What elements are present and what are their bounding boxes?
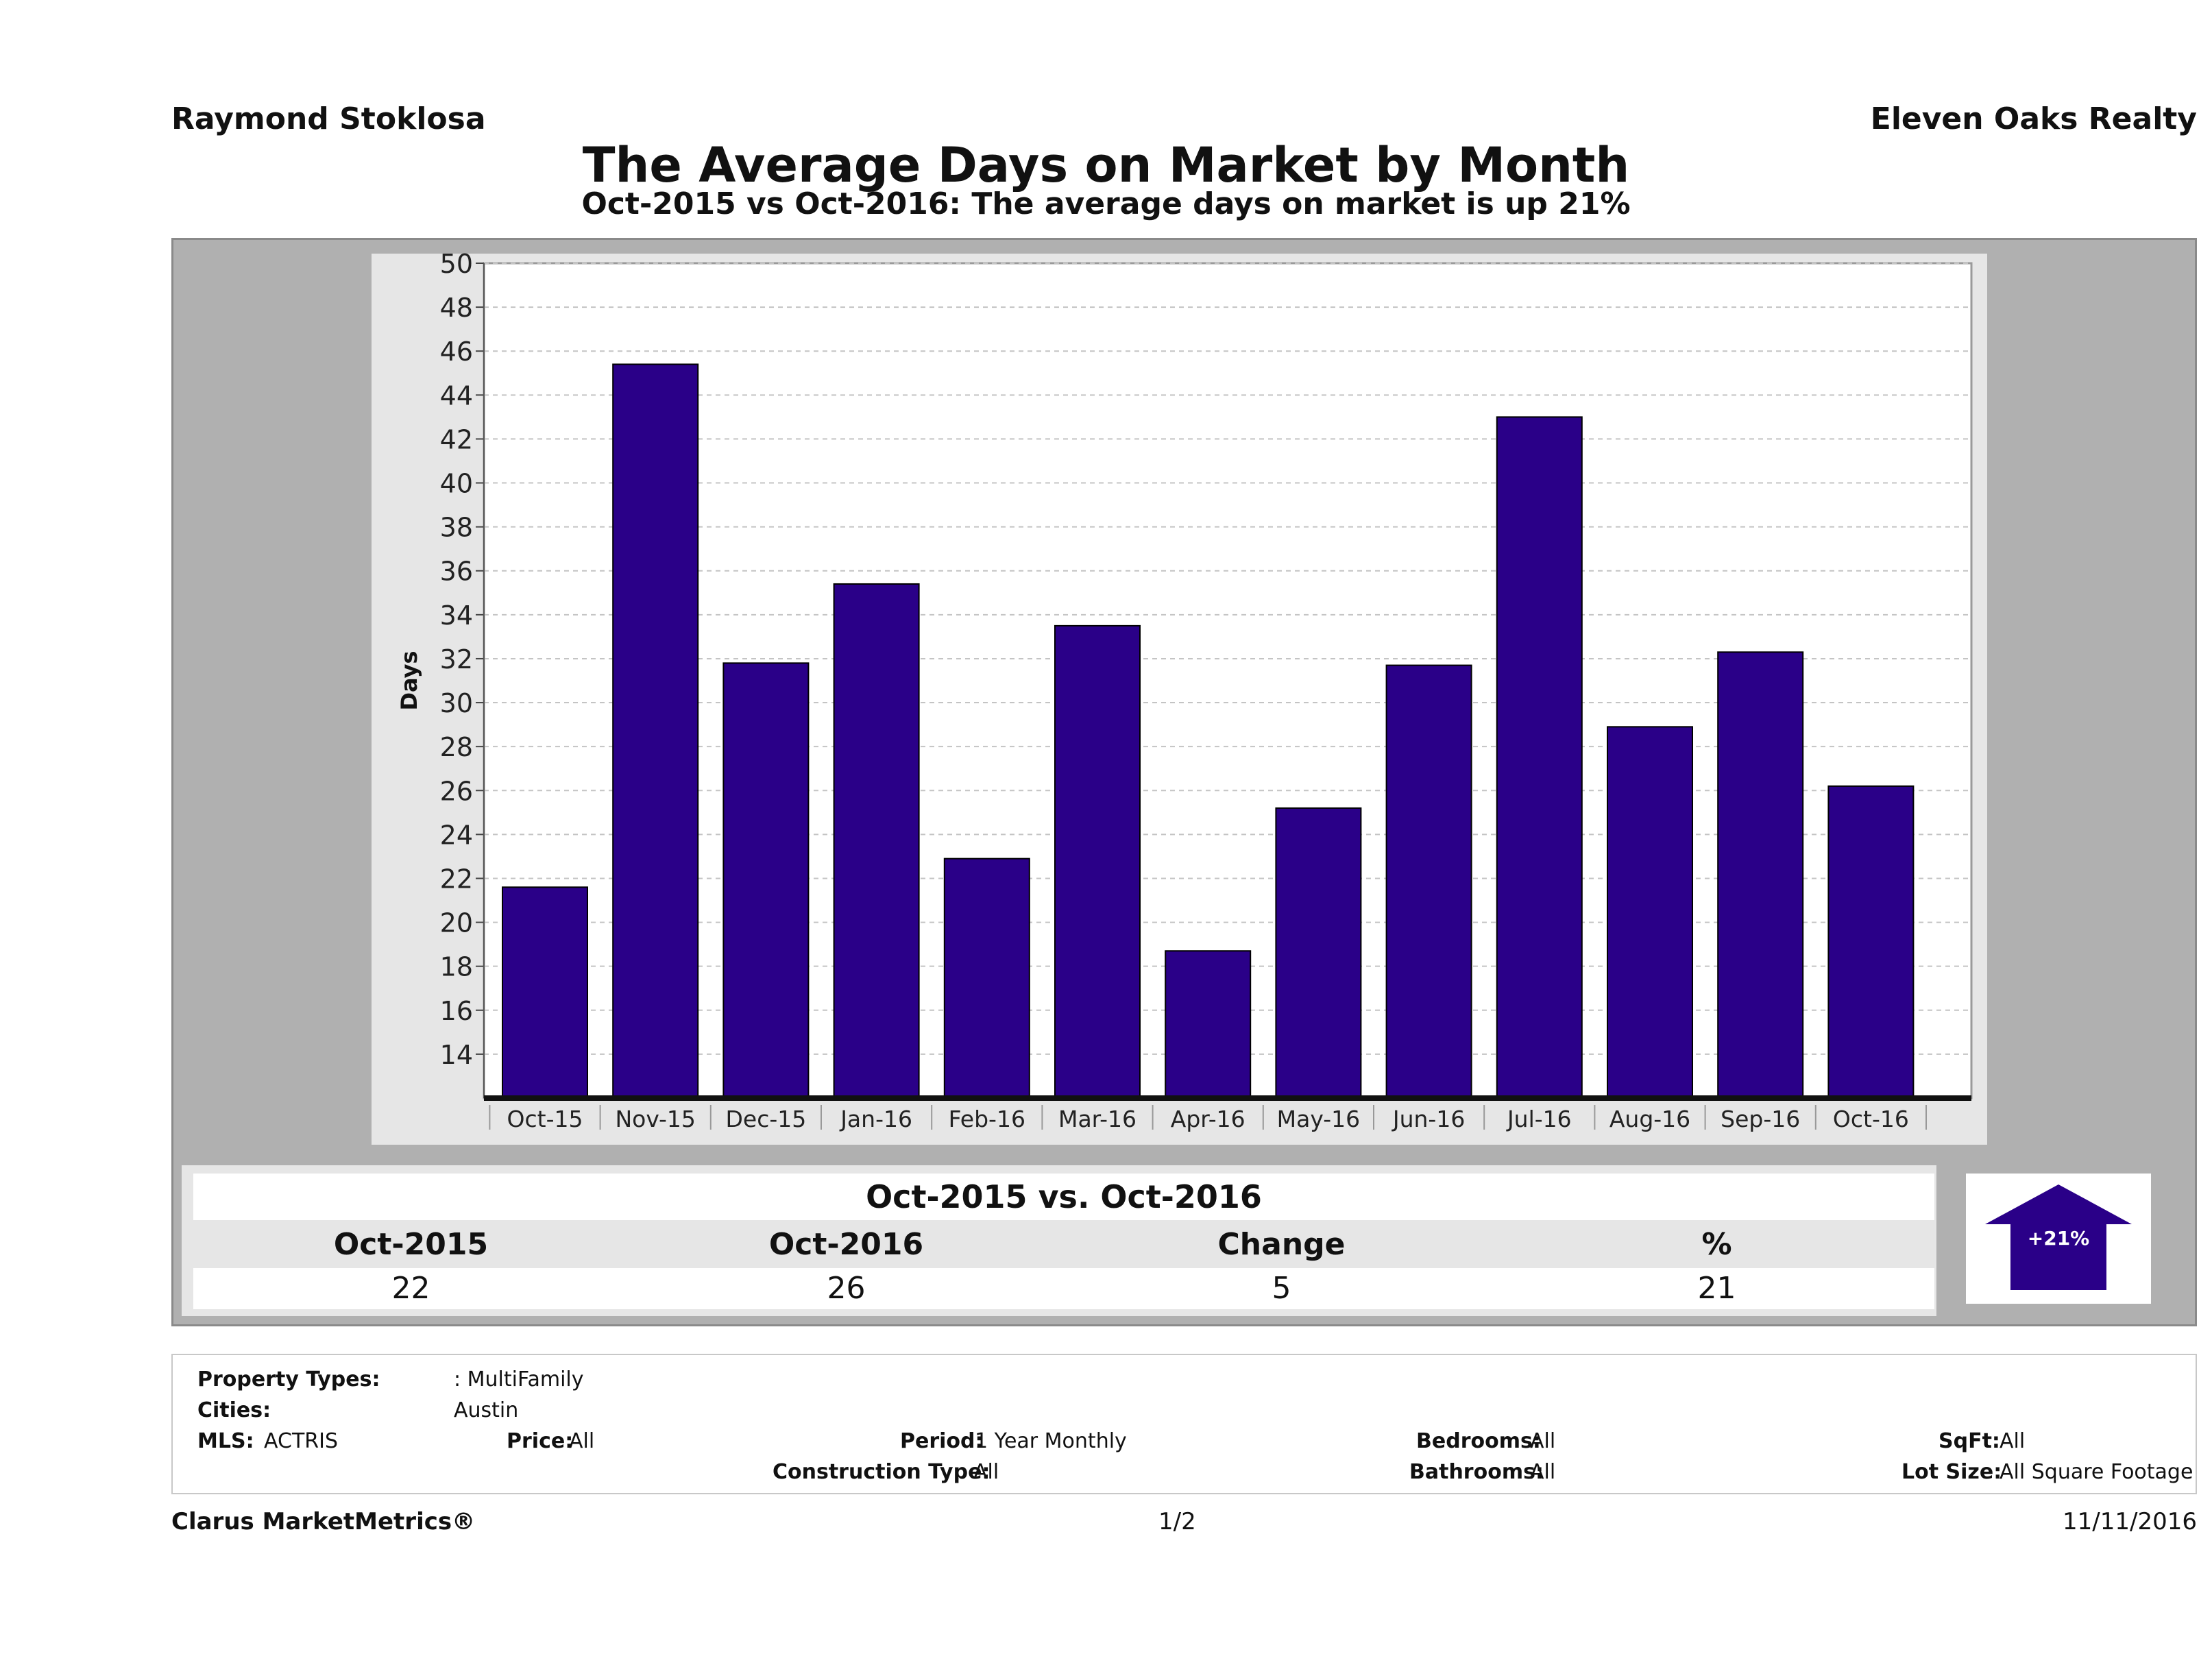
filter-value: All xyxy=(973,1460,999,1484)
bar xyxy=(1717,651,1804,1099)
bar xyxy=(833,583,920,1099)
comparison-value: 5 xyxy=(1272,1271,1291,1306)
filter-value: All xyxy=(1530,1460,1556,1484)
x-tick-label: Feb-16 xyxy=(949,1106,1025,1132)
filter-value: Austin xyxy=(454,1398,519,1422)
x-tick-label: Nov-15 xyxy=(615,1106,695,1132)
bar xyxy=(1607,726,1693,1099)
footer-brand: Clarus MarketMetrics® xyxy=(171,1508,476,1535)
comparison-header: % xyxy=(1701,1227,1732,1262)
filter-label: Bathrooms: xyxy=(1409,1460,1544,1484)
y-tick-label: 28 xyxy=(440,732,473,762)
y-tick-label: 38 xyxy=(440,513,473,543)
bar xyxy=(1275,807,1362,1099)
y-tick-label: 30 xyxy=(440,688,473,718)
arrow-label: +21% xyxy=(2028,1227,2089,1250)
comparison-value: 26 xyxy=(827,1271,866,1306)
filter-label: Lot Size: xyxy=(1901,1460,2002,1484)
comparison-title: Oct-2015 vs. Oct-2016 xyxy=(193,1174,1934,1220)
filter-label: SqFt: xyxy=(1938,1429,2000,1453)
filter-label: Construction Type: xyxy=(773,1460,990,1484)
x-tick-label: May-16 xyxy=(1277,1106,1361,1132)
filter-summary: Property Types: : MultiFamily Cities: Au… xyxy=(171,1354,2197,1494)
y-axis-label: Days xyxy=(396,650,422,710)
up-arrow-icon: +21% xyxy=(1985,1184,2132,1290)
x-tick-label: Oct-15 xyxy=(507,1106,583,1132)
y-tick-label: 24 xyxy=(440,820,473,850)
filter-value: 1 Year Monthly xyxy=(975,1429,1127,1453)
y-tick-label: 36 xyxy=(440,557,473,587)
filter-label: Cities: xyxy=(197,1398,271,1422)
y-tick-label: 26 xyxy=(440,776,473,806)
filter-value: All Square Footage xyxy=(2000,1460,2193,1484)
bar xyxy=(1054,624,1141,1099)
chart-title: The Average Days on Market by Month xyxy=(582,137,1630,193)
filter-label: Price: xyxy=(507,1429,574,1453)
agent-name: Raymond Stoklosa xyxy=(171,101,486,136)
footer-date: 11/11/2016 xyxy=(2063,1508,2197,1535)
bar xyxy=(612,363,699,1099)
filter-value: : MultiFamily xyxy=(454,1367,584,1391)
bar xyxy=(1385,664,1472,1099)
y-tick-label: 48 xyxy=(440,293,473,323)
bar xyxy=(502,886,588,1099)
bar xyxy=(1496,416,1583,1099)
comparison-value: 21 xyxy=(1697,1271,1736,1306)
y-tick-label: 34 xyxy=(440,600,473,631)
y-tick-label: 14 xyxy=(440,1040,473,1070)
x-tick-label: Sep-16 xyxy=(1721,1106,1800,1132)
y-tick-label: 32 xyxy=(440,644,473,674)
filter-value: ACTRIS xyxy=(264,1429,339,1453)
bar xyxy=(1165,950,1252,1099)
bar xyxy=(722,662,810,1099)
x-tick-label: Jun-16 xyxy=(1391,1106,1465,1132)
x-tick-label: Aug-16 xyxy=(1609,1106,1690,1132)
filter-label: Property Types: xyxy=(197,1367,380,1391)
y-tick-label: 40 xyxy=(440,469,473,499)
filter-label: MLS: xyxy=(197,1429,254,1453)
comparison-values: 22 26 5 21 xyxy=(193,1268,1934,1309)
y-tick-label: 42 xyxy=(440,424,473,454)
x-tick-label: Oct-16 xyxy=(1833,1106,1909,1132)
bar xyxy=(943,858,1030,1099)
comparison-header: Change xyxy=(1217,1227,1346,1262)
filter-label: Bedrooms: xyxy=(1416,1429,1541,1453)
x-tick-label: Jul-16 xyxy=(1506,1106,1572,1132)
y-tick-label: 46 xyxy=(440,337,473,367)
change-indicator: +21% xyxy=(1966,1174,2151,1304)
y-tick-label: 50 xyxy=(440,249,473,279)
filter-value: All xyxy=(1530,1429,1556,1453)
footer-page: 1/2 xyxy=(1158,1508,1196,1535)
chart-subtitle: Oct-2015 vs Oct-2016: The average days o… xyxy=(581,186,1631,221)
y-tick-label: 18 xyxy=(440,952,473,982)
x-tick-label: Mar-16 xyxy=(1058,1106,1137,1132)
comparison-value: 22 xyxy=(391,1271,430,1306)
comparison-headers: Oct-2015 Oct-2016 Change % xyxy=(193,1224,1934,1265)
y-tick-label: 20 xyxy=(440,908,473,938)
x-tick-label: Jan-16 xyxy=(839,1106,912,1132)
y-tick-label: 22 xyxy=(440,864,473,894)
company-name: Eleven Oaks Realty xyxy=(1870,101,2197,136)
filter-value: All xyxy=(2000,1429,2026,1453)
y-tick-label: 44 xyxy=(440,380,473,411)
x-tick-label: Apr-16 xyxy=(1171,1106,1245,1132)
y-tick-label: 16 xyxy=(440,996,473,1026)
bar xyxy=(1827,785,1915,1099)
filter-label: Period: xyxy=(900,1429,984,1453)
filter-value: All xyxy=(569,1429,595,1453)
x-tick-label: Dec-15 xyxy=(726,1106,807,1132)
comparison-header: Oct-2016 xyxy=(768,1227,924,1262)
comparison-header: Oct-2015 xyxy=(333,1227,489,1262)
